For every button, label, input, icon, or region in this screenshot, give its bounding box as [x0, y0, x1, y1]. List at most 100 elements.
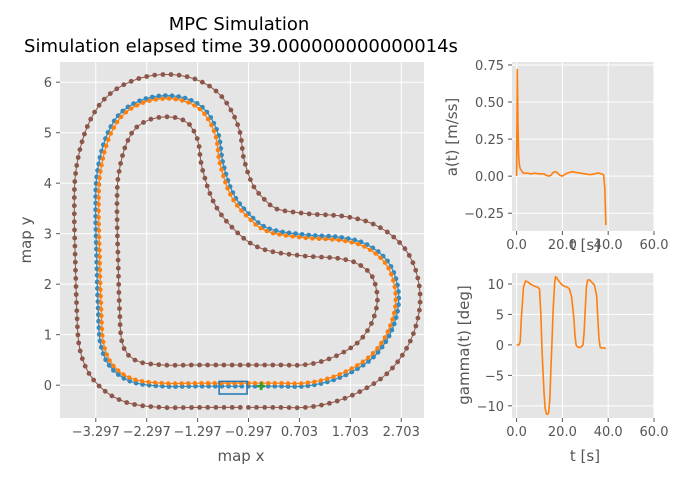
vehicle-trajectory-point — [96, 202, 101, 207]
vehicle-trajectory-point — [382, 335, 387, 340]
road-outer-edge-point — [79, 139, 85, 145]
map-plot-area — [60, 62, 424, 418]
road-outer-edge-point — [71, 211, 77, 217]
figure-title: MPC Simulation — [169, 14, 310, 35]
steering-xtick-label: 20.0 — [548, 425, 577, 440]
steering-xtick-label: 60.0 — [640, 425, 669, 440]
road-outer-edge-point — [73, 276, 79, 281]
vehicle-trajectory-point — [96, 195, 101, 200]
vehicle-trajectory-point — [129, 106, 134, 111]
vehicle-trajectory-point — [318, 378, 324, 383]
road-inner-edge-point — [114, 201, 120, 207]
vehicle-trajectory-point — [252, 381, 258, 386]
road-inner-edge-point — [262, 247, 268, 253]
road-outer-edge-point — [232, 114, 238, 120]
vehicle-trajectory-point — [111, 363, 116, 369]
road-outer-edge-point — [136, 76, 142, 81]
road-outer-edge-point — [71, 203, 77, 209]
vehicle-trajectory-point — [243, 213, 249, 218]
road-inner-edge-point — [156, 362, 162, 368]
acceleration-marks — [515, 68, 607, 226]
road-outer-edge-point — [148, 404, 154, 409]
vehicle-trajectory-point — [386, 266, 391, 271]
vehicle-trajectory-point — [100, 333, 105, 338]
vehicle-trajectory-point — [172, 381, 178, 386]
road-inner-edge-point — [229, 224, 235, 230]
road-outer-edge-point — [72, 235, 78, 241]
road-outer-edge-point — [311, 404, 316, 409]
map-xtick-label: −3.297 — [72, 425, 120, 440]
reference-course-point — [156, 93, 162, 99]
vehicle-trajectory-point — [99, 320, 104, 325]
vehicle-trajectory-point — [107, 358, 112, 363]
vehicle-trajectory-point — [192, 103, 197, 108]
road-outer-edge-point — [116, 397, 122, 402]
vehicle-trajectory-point — [216, 154, 221, 159]
road-inner-edge-point — [164, 114, 170, 120]
road-outer-edge-point — [417, 299, 423, 305]
vehicle-trajectory-point — [303, 235, 308, 241]
road-inner-edge-point — [302, 362, 308, 368]
road-inner-edge-point — [187, 122, 192, 127]
reference-course-point — [280, 229, 285, 235]
vehicle-trajectory-point — [297, 235, 302, 240]
road-inner-edge-point — [116, 282, 122, 287]
map-ytick-label: 6 — [44, 76, 52, 91]
vehicle-trajectory-point — [215, 148, 221, 153]
road-inner-edge-point — [194, 136, 200, 142]
vehicle-trajectory-point — [349, 366, 354, 371]
map-xtick-label: −0.297 — [224, 425, 272, 440]
road-inner-edge-point — [348, 345, 354, 351]
reference-course-point — [116, 372, 121, 377]
road-outer-edge-point — [339, 213, 345, 219]
reference-course-point — [286, 230, 292, 236]
reference-course-point — [332, 234, 338, 240]
map-xtick-label: 0.703 — [281, 425, 318, 440]
road-inner-edge-point — [197, 152, 203, 157]
map-xtick-label: −1.297 — [174, 425, 222, 440]
road-outer-edge-point — [306, 211, 312, 217]
vehicle-trajectory-point — [355, 363, 360, 368]
vehicle-trajectory-point — [331, 374, 336, 379]
road-outer-edge-point — [72, 187, 77, 192]
road-inner-edge-point — [114, 225, 120, 231]
vehicle-trajectory-point — [299, 381, 304, 386]
road-outer-edge-point — [96, 383, 102, 389]
road-inner-edge-point — [118, 330, 123, 336]
road-inner-edge-point — [172, 115, 178, 120]
road-outer-edge-point — [96, 102, 102, 108]
reference-course-point — [312, 233, 318, 239]
road-outer-edge-point — [267, 202, 273, 208]
road-inner-edge-point — [196, 144, 202, 149]
vehicle-trajectory-point — [199, 381, 204, 386]
vehicle-trajectory-point — [98, 280, 103, 286]
steering-xtick-label: 40.0 — [594, 425, 623, 440]
vehicle-trajectory-point — [290, 234, 295, 239]
reference-course-point — [379, 344, 385, 350]
road-outer-edge-point — [73, 284, 79, 289]
road-outer-edge-point — [71, 195, 77, 201]
reference-course-point — [386, 333, 392, 339]
steering-marks — [516, 275, 607, 416]
reference-course-point — [366, 359, 371, 364]
road-outer-edge-point — [72, 251, 78, 257]
road-outer-edge-point — [286, 405, 292, 410]
road-inner-edge-point — [140, 360, 146, 366]
map-xtick-label: 2.703 — [383, 425, 420, 440]
vehicle-trajectory-point — [123, 110, 129, 115]
vehicle-trajectory-point — [97, 175, 102, 181]
vehicle-trajectory-point — [279, 381, 284, 386]
road-outer-edge-point — [73, 171, 78, 176]
vehicle-trajectory-point — [111, 125, 116, 130]
road-outer-edge-point — [184, 74, 190, 80]
vehicle-trajectory-point — [356, 241, 361, 247]
road-outer-edge-point — [371, 381, 377, 386]
road-outer-edge-point — [404, 345, 409, 351]
vehicle-trajectory-point — [116, 368, 121, 373]
reference-course-point — [149, 94, 155, 100]
road-outer-edge-point — [168, 72, 174, 77]
road-outer-edge-point — [79, 356, 85, 362]
reference-course-point — [273, 228, 279, 234]
steering-ytick-label: 5 — [496, 308, 504, 323]
goal-marker — [257, 382, 266, 391]
